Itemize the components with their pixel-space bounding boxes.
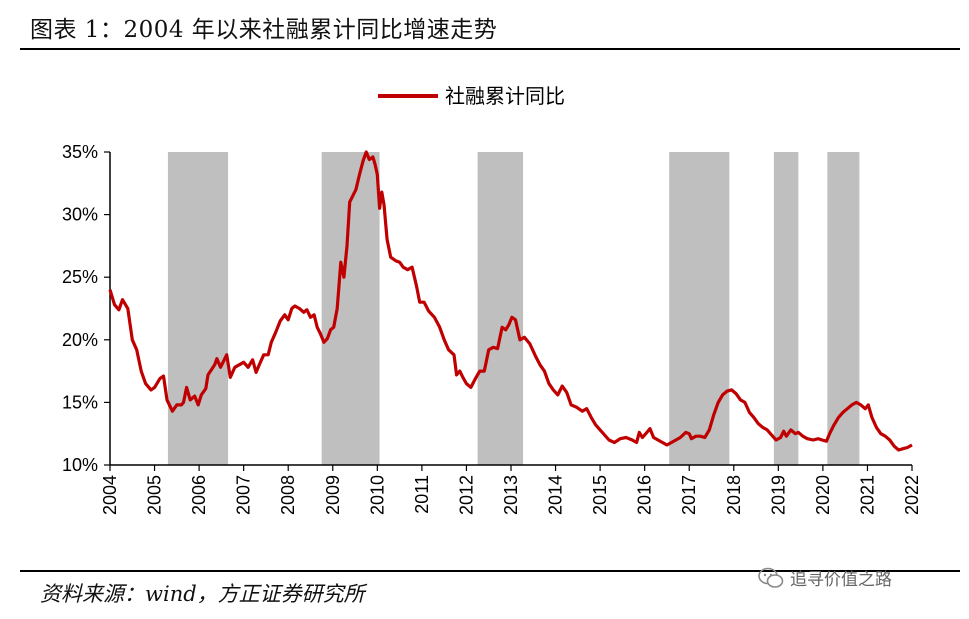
y-tick-label: 10% <box>62 455 98 475</box>
shaded-periods <box>167 152 860 465</box>
x-tick-label: 2015 <box>590 475 610 515</box>
shaded-period-5 <box>773 152 799 465</box>
x-tick-label: 2013 <box>501 475 521 515</box>
x-tick-label: 2004 <box>100 475 120 515</box>
x-tick-label: 2012 <box>456 475 476 515</box>
watermark-text: 追寻价值之路 <box>790 570 892 590</box>
x-tick-label: 2009 <box>323 475 343 515</box>
watermark: 追寻价值之路 <box>758 565 892 590</box>
footer-rule <box>20 570 960 572</box>
x-tick-label: 2018 <box>724 475 744 515</box>
x-tick-label: 2010 <box>367 475 387 515</box>
x-tick-label: 2022 <box>902 475 922 515</box>
shaded-period-1 <box>167 152 229 465</box>
x-tick-label: 2007 <box>234 475 254 515</box>
y-tick-label: 25% <box>62 267 98 287</box>
shaded-period-6 <box>827 152 860 465</box>
y-tick-label: 15% <box>62 392 98 412</box>
x-tick-label: 2011 <box>412 475 432 514</box>
title-rule <box>20 48 960 50</box>
x-tick-label: 2005 <box>145 475 165 515</box>
x-tick-label: 2008 <box>278 475 298 515</box>
y-tick-label: 20% <box>62 330 98 350</box>
legend-label: 社融累计同比 <box>445 84 565 108</box>
shaded-period-3 <box>477 152 524 465</box>
x-axis-ticks: 2004 2005 2006 2007 2008 2009 2010 2011 2012 2013… <box>100 465 922 515</box>
x-tick-label: 2016 <box>635 475 655 515</box>
figure-title: 图表 1：2004 年以来社融累计同比增速走势 <box>30 17 498 43</box>
x-tick-label: 2020 <box>813 475 833 515</box>
series-lines <box>108 150 913 452</box>
source-note: 资料来源：wind，方正证券研究所 <box>40 582 365 606</box>
y-tick-label: 35% <box>62 142 98 162</box>
series-line-1 <box>108 150 913 452</box>
x-tick-label: 2006 <box>189 475 209 515</box>
shaded-period-4 <box>669 152 730 465</box>
x-tick-label: 2014 <box>546 475 566 515</box>
y-tick-label: 30% <box>62 205 98 225</box>
x-tick-label: 2019 <box>768 475 788 515</box>
legend: 社融累计同比 <box>378 84 565 108</box>
x-tick-label: 2021 <box>857 475 877 515</box>
x-tick-label: 2017 <box>679 475 699 515</box>
y-axis-ticks: 10% 15% 20% 25% 30% 35% <box>62 142 110 475</box>
wechat-icon <box>758 567 784 588</box>
